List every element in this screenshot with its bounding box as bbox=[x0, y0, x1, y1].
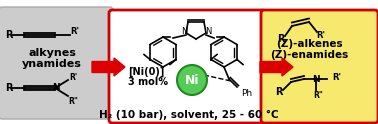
Text: (Z)-alkenes: (Z)-alkenes bbox=[276, 39, 342, 49]
Text: R': R' bbox=[71, 28, 79, 36]
Text: R: R bbox=[277, 34, 285, 44]
Text: R': R' bbox=[69, 74, 77, 82]
Text: Ni: Ni bbox=[185, 74, 199, 87]
Text: R': R' bbox=[332, 73, 341, 81]
Text: N: N bbox=[181, 28, 187, 36]
Text: R': R' bbox=[316, 31, 325, 40]
Text: H₂ (10 bar), solvent, 25 - 60 °C: H₂ (10 bar), solvent, 25 - 60 °C bbox=[99, 110, 279, 120]
Text: N: N bbox=[312, 75, 320, 83]
Text: N: N bbox=[205, 28, 211, 36]
Text: alkynes: alkynes bbox=[28, 48, 76, 58]
FancyArrow shape bbox=[92, 58, 125, 76]
FancyBboxPatch shape bbox=[0, 7, 113, 119]
Text: ynamides: ynamides bbox=[22, 59, 82, 69]
Text: R: R bbox=[275, 87, 283, 97]
Text: R: R bbox=[5, 30, 13, 40]
Text: [Ni(0)]: [Ni(0)] bbox=[128, 67, 164, 77]
FancyBboxPatch shape bbox=[109, 10, 265, 123]
Text: (Z)-enamides: (Z)-enamides bbox=[270, 50, 348, 60]
Text: Ph: Ph bbox=[241, 89, 252, 97]
Text: R": R" bbox=[68, 97, 78, 107]
Text: R: R bbox=[5, 83, 13, 93]
Text: R": R" bbox=[313, 91, 323, 99]
Text: 3 mol%: 3 mol% bbox=[128, 77, 168, 87]
FancyBboxPatch shape bbox=[261, 10, 378, 123]
Text: N: N bbox=[52, 83, 60, 93]
Circle shape bbox=[177, 65, 207, 95]
FancyArrow shape bbox=[260, 58, 293, 76]
